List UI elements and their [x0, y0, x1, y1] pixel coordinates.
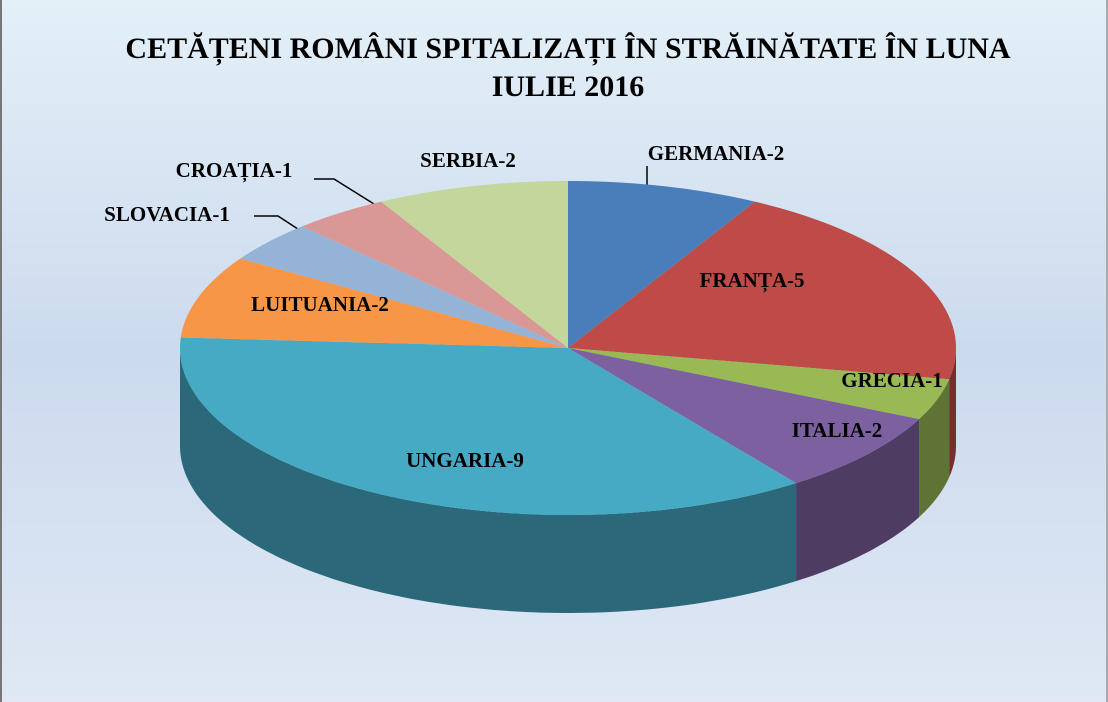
pie-slice-side [949, 348, 956, 478]
leader-line [314, 178, 375, 205]
pie-slice [240, 226, 569, 348]
data-label: UNGARIA-9 [406, 448, 524, 472]
pie-slice [180, 337, 797, 515]
pie [180, 181, 956, 613]
pie-slice [568, 201, 956, 380]
data-label: GERMANIA-2 [648, 141, 785, 165]
pie-slice [568, 181, 755, 348]
pie-slice-side [796, 419, 920, 582]
data-label: SERBIA-2 [420, 148, 516, 172]
data-label: SLOVACIA-1 [104, 202, 230, 226]
data-label: CROAȚIA-1 [176, 158, 293, 183]
leader-line [254, 215, 305, 234]
pie-slice-side [180, 348, 797, 613]
data-label: LUITUANIA-2 [251, 292, 389, 316]
data-label: ITALIA-2 [792, 418, 883, 442]
pie-slice [302, 201, 568, 348]
data-label: FRANȚA-5 [700, 268, 805, 293]
pie-slice [381, 181, 568, 348]
pie-slice [180, 258, 568, 348]
pie-slice [568, 348, 920, 484]
pie-slice-side [919, 379, 950, 518]
data-label: GRECIA-1 [841, 368, 943, 392]
chart-title: CETĂȚENI ROMÂNI SPITALIZAȚI ÎN STRĂINĂTA… [125, 32, 1011, 103]
pie-slice [568, 348, 950, 420]
